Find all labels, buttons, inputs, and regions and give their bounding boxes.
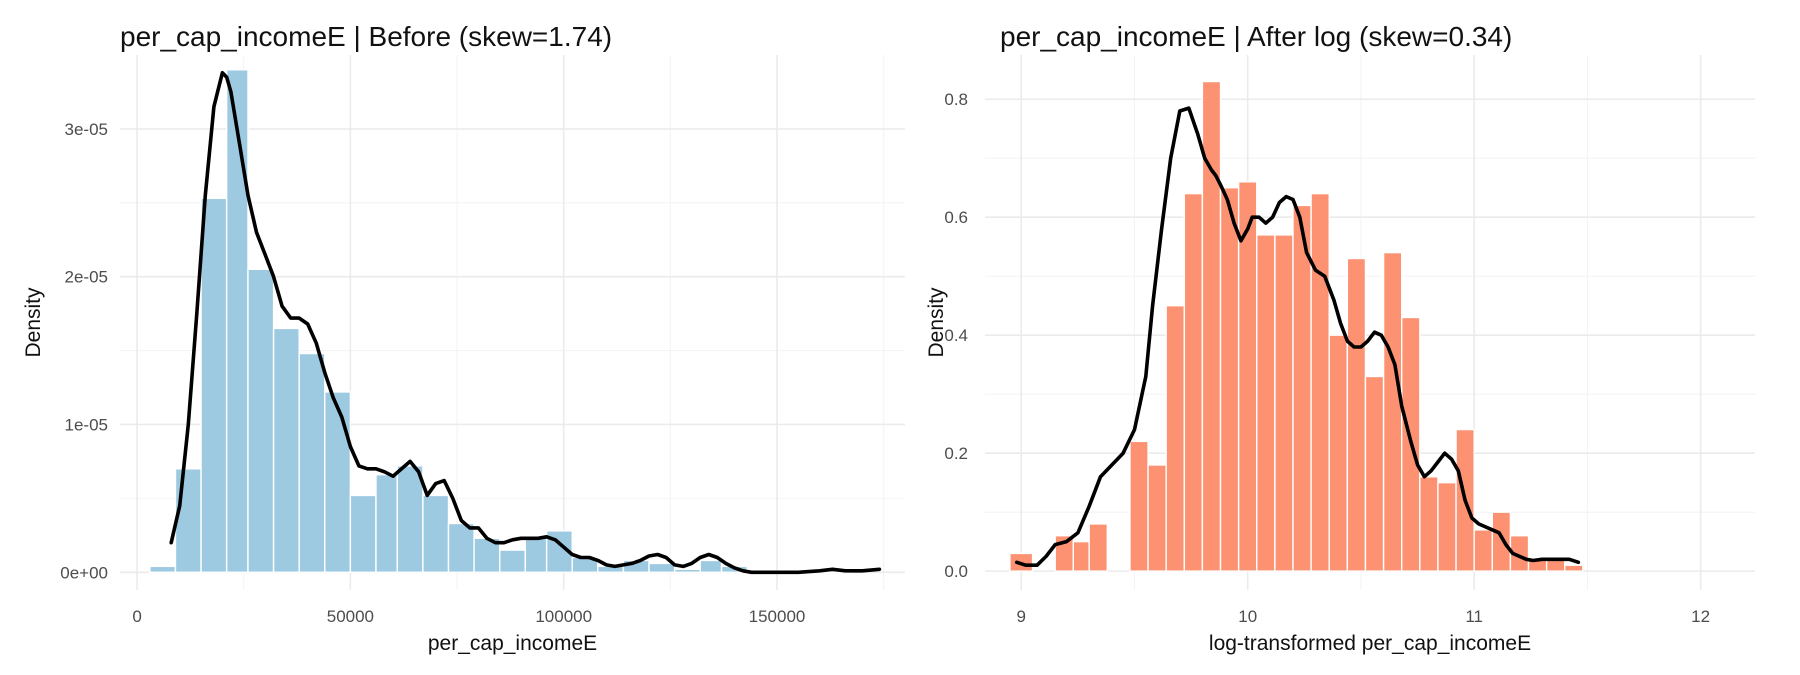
chart-2-histogram-bar: [1129, 440, 1149, 572]
chart-1-histogram-bar: [375, 474, 399, 573]
chart-2-histogram-bar: [1256, 234, 1276, 572]
chart-1-histogram-bar: [174, 468, 202, 573]
chart-1-histogram-bar: [499, 549, 526, 573]
chart-1-histogram-bar: [396, 465, 424, 573]
chart-2-histogram-bar: [1088, 523, 1108, 572]
chart-2-histogram-bar: [1219, 187, 1240, 572]
chart-1-histogram-bar: [247, 268, 275, 573]
chart-1-y-tick-label: 3e-05: [65, 120, 108, 139]
chart-2-y-tick-label: 0.0: [944, 562, 968, 581]
chart-1-x-tick-label: 150000: [749, 607, 806, 626]
chart-2-panel: 0.0 0.2 0.4 0.6 0.8 9 10 11 12 per_cap_incomeE | …: [925, 21, 1755, 655]
chart-2-title: per_cap_incomeE | After log (skew=0.34): [1000, 21, 1512, 52]
chart-2-y-axis-label: Density: [925, 287, 948, 358]
chart-2-histogram-bar: [1473, 529, 1493, 572]
chart-2-y-tick-label: 0.6: [944, 208, 968, 227]
chart-2-histogram-bar: [1382, 251, 1403, 572]
chart-1-title: per_cap_incomeE | Before (skew=1.74): [120, 21, 612, 52]
chart-1-histogram-bar: [673, 568, 701, 573]
chart-1-histogram-bar: [200, 197, 228, 573]
chart-2-x-tick-label: 12: [1691, 607, 1710, 626]
chart-2-histogram-bar: [1509, 535, 1530, 572]
chart-2-histogram-bar: [1437, 481, 1457, 572]
chart-2-y-tick-label: 0.4: [944, 326, 968, 345]
chart-2-histogram-bar: [1183, 192, 1204, 572]
chart-1-histogram-bar: [473, 537, 501, 573]
chart-1-density-curve: [169, 70, 882, 575]
chart-2-histogram-bar: [1165, 304, 1185, 572]
chart-2-histogram-bar: [1491, 511, 1512, 572]
chart-1-histogram-bar: [298, 352, 326, 573]
chart-2-histogram-bar: [1072, 540, 1090, 572]
chart-1-histogram-bar: [225, 69, 249, 573]
chart-1-histogram-bar: [524, 536, 548, 573]
chart-1-histogram-bar: [648, 562, 676, 573]
chart-2-x-axis-label: log-transformed per_cap_incomeE: [1209, 632, 1531, 655]
chart-2-histogram-bar: [1419, 476, 1439, 572]
chart-1-y-axis-label: Density: [22, 287, 45, 358]
chart-2-histogram-bar: [1346, 257, 1367, 572]
chart-2-histogram-bar: [1564, 564, 1584, 572]
chart-2-histogram-bar: [1328, 334, 1349, 572]
chart-1-histogram-bar: [422, 494, 450, 573]
chart-1-x-axis-label: per_cap_incomeE: [428, 632, 597, 655]
chart-1-histogram-bar: [447, 522, 475, 573]
chart-2-histogram-bar: [1310, 192, 1330, 572]
chart-1-x-tick-label: 100000: [535, 607, 592, 626]
chart-2-histogram-bar: [1147, 464, 1167, 572]
chart-1-histogram-bar: [699, 559, 723, 573]
chart-2-histogram-bar: [1364, 375, 1385, 572]
chart-1-y-tick-label: 1e-05: [65, 415, 108, 434]
chart-1-histogram-bar: [149, 565, 177, 573]
chart-2-density-curve: [1014, 106, 1581, 568]
chart-2-x-tick-label: 10: [1238, 607, 1257, 626]
chart-2-x-tick-label: 9: [1017, 607, 1026, 626]
chart-1-y-tick-label: 0e+00: [60, 563, 108, 582]
chart-2-histogram-bar: [1274, 234, 1294, 572]
chart-2-x-tick-label: 11: [1465, 607, 1483, 626]
chart-1-x-tick-label: 0: [132, 607, 141, 626]
chart-1-histogram-bar: [324, 391, 352, 573]
chart-1-x-tick-label: 50000: [327, 607, 374, 626]
chart-1-histogram-bar: [272, 327, 300, 573]
chart-2-y-tick-label: 0.8: [944, 90, 968, 109]
chart-1-histogram-bar: [349, 494, 377, 573]
chart-1-panel: 0e+00 1e-05 2e-05 3e-05 0 50000 100000 150000 pe…: [22, 21, 905, 655]
chart-1-y-tick-label: 2e-05: [65, 268, 108, 287]
chart-2-y-tick-label: 0.2: [944, 444, 968, 463]
chart-2-histogram-bar: [1292, 204, 1312, 572]
